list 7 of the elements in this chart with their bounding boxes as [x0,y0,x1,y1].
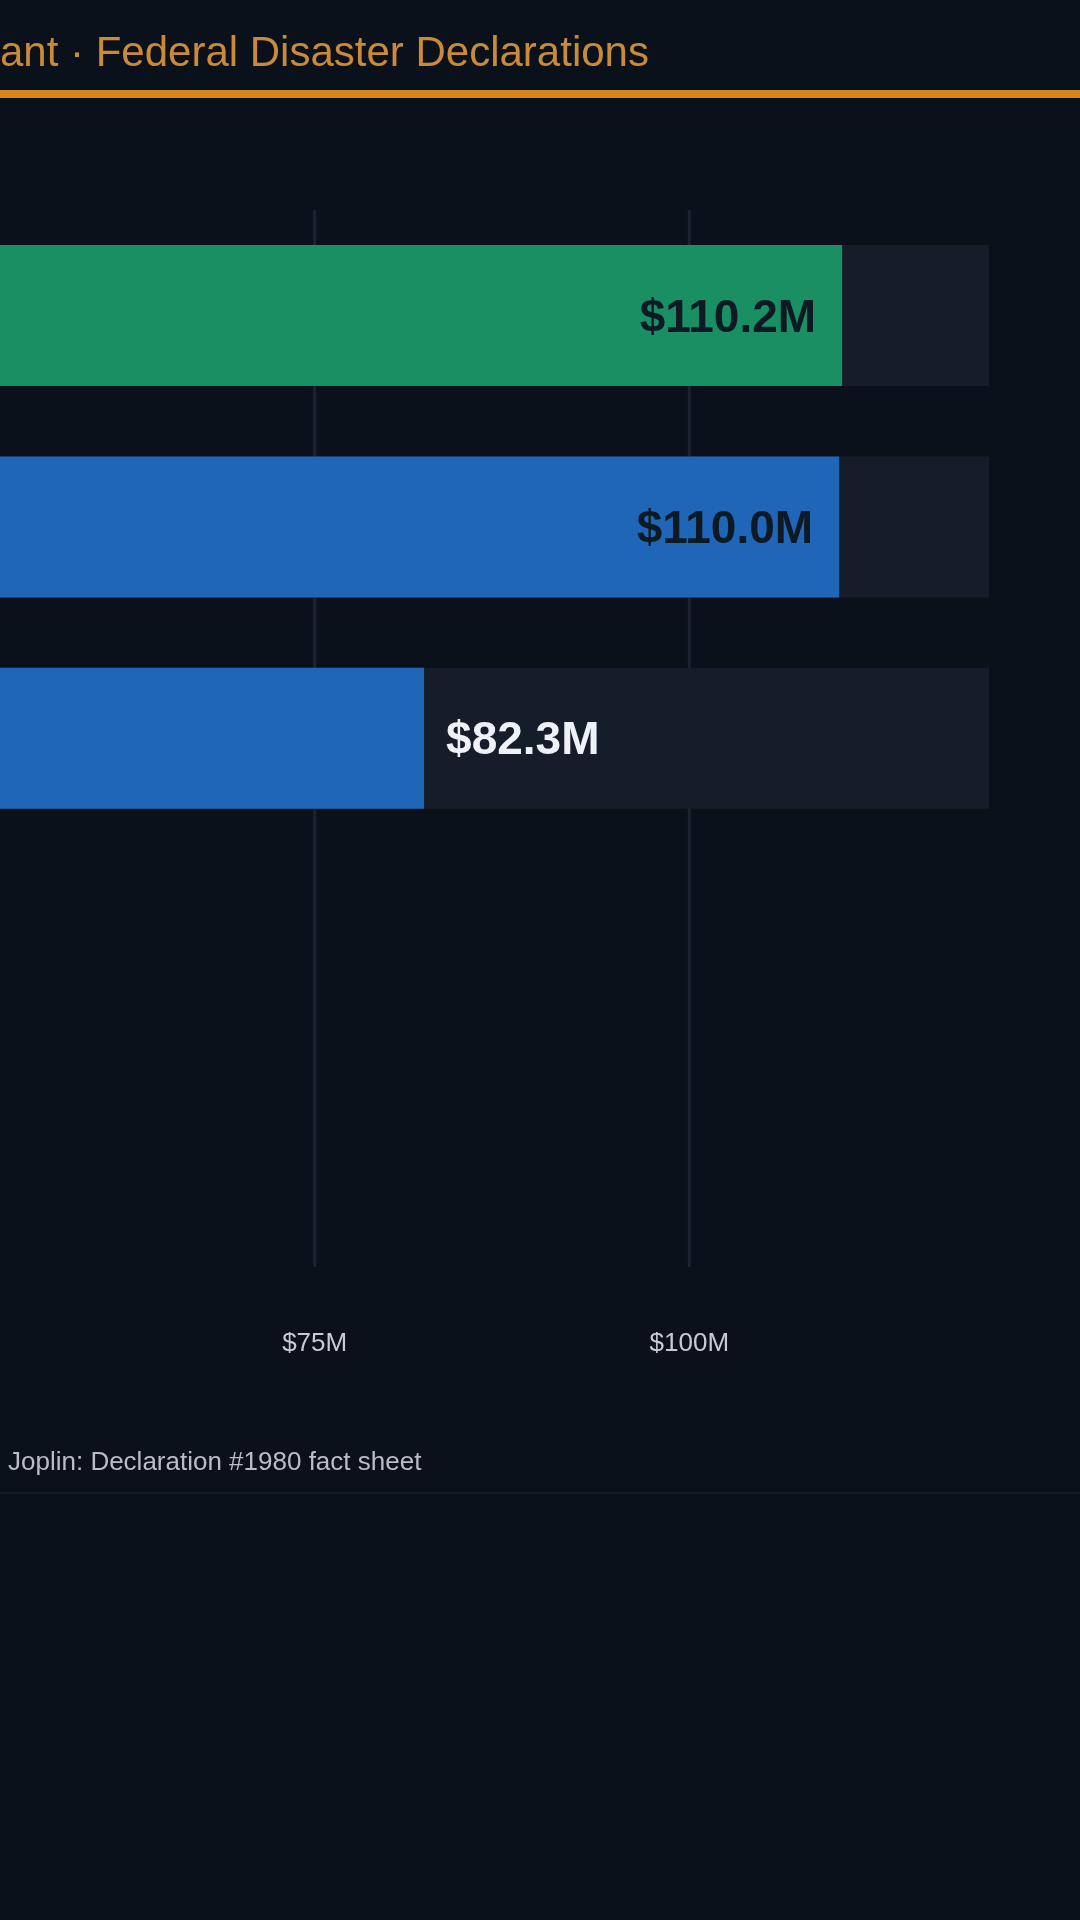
data-label: $110.0M [636,501,814,553]
data-label: $82.3M [446,712,600,765]
x-tick-label: $100M [649,1327,730,1358]
x-tick-label: $75M [282,1327,348,1358]
data-label: $110.2M [639,289,817,342]
chart-subtitle: ant · Federal Disaster Declarations [0,28,649,76]
text: Joplin: Declaration #1980 fact sheet [8,1446,422,1477]
